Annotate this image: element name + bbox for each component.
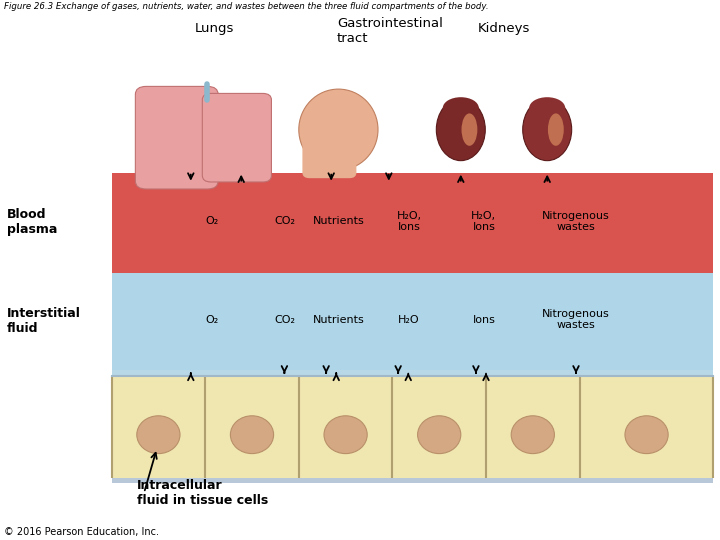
Ellipse shape: [529, 97, 565, 119]
Text: O₂: O₂: [206, 315, 219, 325]
Text: CO₂: CO₂: [274, 315, 295, 325]
Ellipse shape: [137, 416, 180, 454]
Bar: [112, 273, 713, 370]
Ellipse shape: [511, 416, 554, 454]
Text: H₂O,
Ions: H₂O, Ions: [397, 211, 421, 232]
Text: O₂: O₂: [206, 217, 219, 226]
Text: Gastrointestinal
tract: Gastrointestinal tract: [337, 17, 443, 45]
Ellipse shape: [625, 416, 668, 454]
Ellipse shape: [299, 89, 378, 170]
Text: © 2016 Pearson Education, Inc.: © 2016 Pearson Education, Inc.: [4, 527, 158, 537]
Bar: [112, 370, 713, 376]
Text: Nutrients: Nutrients: [312, 315, 364, 325]
Ellipse shape: [443, 97, 479, 119]
Ellipse shape: [324, 416, 367, 454]
Text: Kidneys: Kidneys: [478, 22, 530, 35]
Bar: [112, 478, 713, 483]
Text: Nitrogenous
wastes: Nitrogenous wastes: [542, 309, 610, 330]
FancyBboxPatch shape: [202, 93, 271, 182]
Ellipse shape: [548, 113, 564, 146]
Text: CO₂: CO₂: [274, 217, 295, 226]
Text: Blood
plasma: Blood plasma: [7, 208, 58, 237]
FancyBboxPatch shape: [135, 86, 218, 189]
Bar: [112, 173, 713, 273]
Text: Figure 26.3 Exchange of gases, nutrients, water, and wastes between the three fl: Figure 26.3 Exchange of gases, nutrients…: [4, 2, 488, 11]
Bar: [112, 376, 713, 483]
FancyBboxPatch shape: [302, 113, 356, 178]
Ellipse shape: [230, 416, 274, 454]
Text: Nitrogenous
wastes: Nitrogenous wastes: [542, 211, 610, 232]
Text: Interstitial
fluid: Interstitial fluid: [7, 307, 81, 335]
Text: H₂O,
Ions: H₂O, Ions: [472, 211, 496, 232]
Ellipse shape: [418, 416, 461, 454]
Ellipse shape: [462, 113, 477, 146]
Ellipse shape: [523, 98, 572, 161]
Text: Nutrients: Nutrients: [312, 217, 364, 226]
Text: Ions: Ions: [472, 315, 495, 325]
Text: Lungs: Lungs: [195, 22, 234, 35]
Ellipse shape: [436, 98, 485, 161]
Text: Intracellular
fluid in tissue cells: Intracellular fluid in tissue cells: [137, 478, 268, 507]
Text: H₂O: H₂O: [398, 315, 420, 325]
